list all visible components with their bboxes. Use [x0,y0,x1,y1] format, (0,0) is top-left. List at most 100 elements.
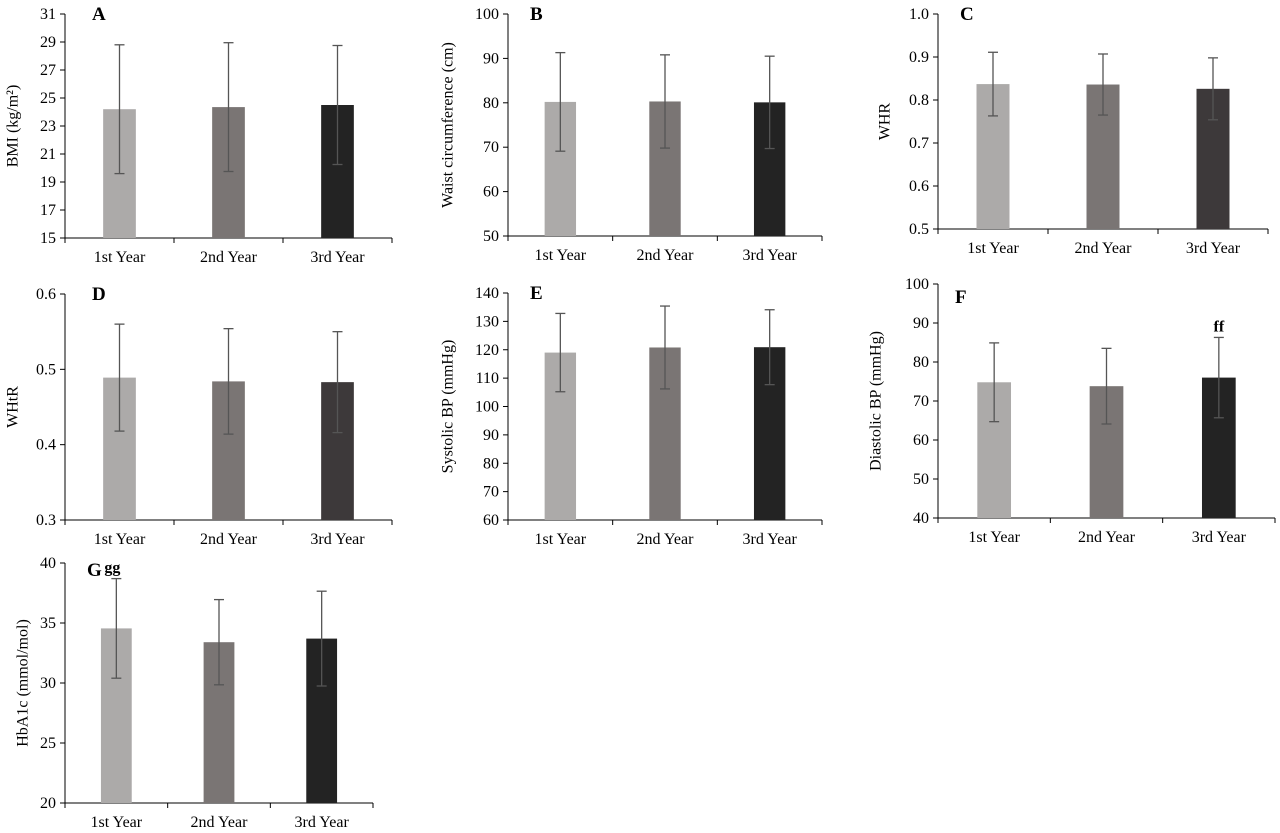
category-label: 2nd Year [1075,240,1133,257]
y-tick-label: 20 [40,795,56,812]
y-tick-label: 80 [913,354,929,371]
chart-panel-b: 50 60 70 80 90 100 1st Year 2nd Year 3rd Year B Wa… [440,4,823,264]
y-tick-label: 120 [475,342,499,359]
category-label: 3rd Year [295,814,350,831]
y-tick-label: 90 [913,315,929,332]
y-tick-label: 25 [40,90,56,107]
y-tick-label: 140 [475,285,499,302]
error-bar-3 [316,590,327,687]
y-tick-label: 70 [913,393,929,410]
y-tick-label: 0.4 [36,437,56,454]
error-bar-3 [1208,57,1218,121]
error-bar-2 [214,598,224,686]
significance-marker: gg [104,560,120,577]
y-tick-label: 27 [40,62,56,79]
y-tick-label: 1.0 [909,6,929,23]
y-axis-label: Diastolic BP (mmHg) [868,331,885,471]
error-bar-1 [111,577,122,679]
error-bar-3 [764,309,775,386]
y-tick-label: 60 [483,184,499,201]
category-label: 2nd Year [191,814,249,831]
panel-letter: B [530,4,543,25]
error-bar-3 [764,55,775,150]
panel-letter: A [92,4,106,25]
y-tick-label: 40 [40,555,56,572]
category-label: 3rd Year [310,249,365,266]
y-tick-label: 50 [483,228,499,245]
chart-panel-a: 15 17 19 21 23 25 27 29 31 1st Year 2nd Year 3rd Ye… [5,4,393,266]
y-tick-label: 80 [483,95,499,112]
y-tick-label: 21 [40,146,56,163]
error-bar-2 [1098,53,1108,116]
error-bar-2 [660,305,670,390]
y-tick-label: 80 [483,455,499,472]
y-tick-label: 23 [40,118,56,135]
y-tick-label: 110 [476,370,499,387]
category-label: 3rd Year [310,531,365,548]
category-label: 1st Year [535,531,587,548]
category-label: 1st Year [94,249,146,266]
y-tick-label: 0.5 [909,221,929,238]
y-tick-label: 0.5 [36,361,56,378]
y-tick-label: 0.6 [909,178,929,195]
y-tick-label: 0.9 [909,49,929,66]
error-bar-3 [1213,336,1224,419]
panel-letter: D [92,284,106,305]
y-tick-label: 70 [483,139,499,156]
panel-letter: G [87,560,102,581]
y-tick-label: 0.6 [36,286,56,303]
category-label: 2nd Year [200,249,258,266]
y-tick-label: 0.3 [36,512,56,529]
y-tick-label: 29 [40,34,56,51]
y-tick-label: 70 [483,484,499,501]
y-tick-label: 0.8 [909,92,929,109]
error-bar-2 [1101,347,1112,425]
chart-panel-g: 20 25 30 35 40 1st Year 2nd Year 3rd Year ggG HbA… [15,555,374,831]
error-bar-1 [114,323,125,432]
y-axis-label: Waist circumference (cm) [440,42,457,208]
y-axis-label: WHtR [5,386,22,428]
error-bar-1 [114,44,125,175]
error-bar-2 [660,54,670,149]
y-tick-label: 60 [913,432,929,449]
y-tick-label: 90 [483,427,499,444]
error-bar-2 [223,42,234,173]
y-tick-label: 15 [40,230,56,247]
error-bar-1 [555,51,566,152]
y-tick-label: 90 [483,50,499,67]
category-label: 2nd Year [200,531,258,548]
category-label: 3rd Year [743,531,798,548]
category-label: 2nd Year [637,531,695,548]
category-label: 3rd Year [1186,240,1241,257]
error-bar-3 [332,44,343,166]
category-label: 2nd Year [1078,529,1136,546]
category-label: 3rd Year [743,247,798,264]
y-tick-label: 19 [40,174,56,191]
y-tick-label: 50 [913,471,929,488]
error-bar-2 [223,328,234,435]
error-bar-3 [332,331,343,434]
y-axis-label: BMI (kg/m²) [5,85,22,168]
y-tick-label: 25 [40,735,56,752]
category-label: 1st Year [91,814,143,831]
error-bar-1 [988,51,998,117]
significance-marker: ff [1214,318,1225,335]
y-axis-label: WHR [877,103,894,141]
category-label: 1st Year [967,240,1019,257]
y-tick-label: 31 [40,6,56,23]
y-tick-label: 60 [483,512,499,529]
y-tick-label: 40 [913,510,929,527]
panel-letter: C [960,4,974,25]
y-tick-label: 35 [40,615,56,632]
chart-panel-d: 0.3 0.4 0.5 0.6 1st Year 2nd Year 3rd Year D WHt… [5,284,393,548]
y-tick-label: 17 [40,202,56,219]
chart-panel-c: 0.5 0.6 0.7 0.8 0.9 1.0 1st Year 2nd Year 3rd Ye… [877,4,1269,257]
panel-letter: F [955,287,967,308]
chart-panel-f: 40 50 60 70 80 90 100 1st Year 2nd Year 3rd Year f… [868,276,1276,546]
error-bar-1 [555,312,566,393]
y-tick-label: 100 [475,6,499,23]
error-bar-1 [989,342,1000,423]
category-label: 1st Year [535,247,587,264]
y-axis-label: HbA1c (mmol/mol) [15,619,32,747]
